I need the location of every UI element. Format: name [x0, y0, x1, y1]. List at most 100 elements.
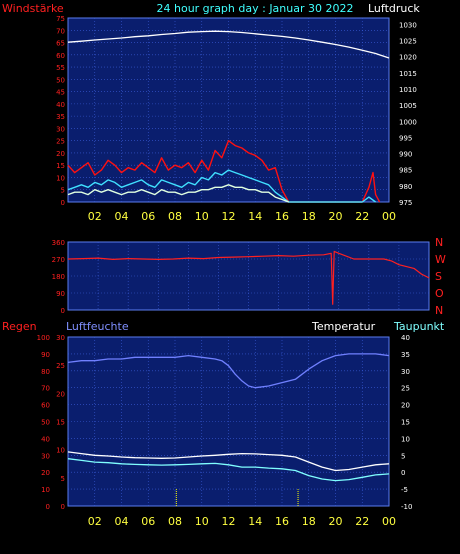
pressure-tick-label: 1000	[399, 118, 417, 126]
wind-speed-tick-label: 25	[56, 138, 65, 146]
direction-degree-tick-label: 270	[52, 256, 65, 264]
wind-speed-tick-label: 15	[56, 162, 65, 170]
rain-tick-label: 90	[41, 351, 50, 359]
time-tick-label: 12	[222, 210, 236, 223]
pressure-tick-label: 990	[399, 151, 412, 159]
rain-tick-label: 20	[41, 469, 50, 477]
direction-degree-tick-labels: 0 90 180 270 360	[52, 239, 65, 315]
direction-degree-tick-label: 180	[52, 273, 65, 281]
temperature-tick-label: 35	[401, 351, 410, 359]
humidity-tick-label: 20	[56, 390, 65, 398]
climate-grid	[68, 337, 389, 506]
wind-speed-tick-label: 65	[56, 40, 65, 48]
pressure-tick-label: 985	[399, 167, 412, 175]
time-tick-label: 02	[88, 515, 102, 528]
wind-speed-tick-label: 35	[56, 113, 65, 121]
rain-tick-label: 70	[41, 385, 50, 393]
wind-speed-tick-label: 55	[56, 64, 65, 72]
wind_avg-line	[67, 184, 289, 203]
temperature-axis-label: Temperatur	[311, 320, 376, 333]
temperature-tick-label: 20	[401, 402, 410, 410]
time-tick-label: 08	[168, 515, 182, 528]
time-tick-label: 06	[141, 210, 155, 223]
time-tick-label: 04	[115, 210, 129, 223]
rain-tick-label: 0	[46, 503, 50, 511]
rain-axis-label: Regen	[2, 320, 37, 333]
wind-speed-tick-label: 5	[61, 187, 65, 195]
temperature-tick-label: -5	[401, 486, 408, 494]
wind-speed-tick-label: 30	[56, 125, 65, 133]
pressure-tick-label: 975	[399, 199, 412, 207]
direction-degree-tick-label: 360	[52, 239, 65, 247]
time-tick-label: 18	[302, 515, 316, 528]
time-tick-label: 16	[275, 210, 289, 223]
pressure-axis-label: Luftdruck	[368, 2, 420, 15]
humidity-line	[67, 353, 390, 389]
compass-tick-label: N	[435, 304, 443, 317]
rain-tick-label: 80	[41, 368, 50, 376]
time-tick-label: 04	[115, 515, 129, 528]
wind-speed-tick-label: 0	[61, 199, 65, 207]
graph-title: 24 hour graph day : Januar 30 2022	[157, 2, 354, 15]
humidity-tick-label: 10	[56, 447, 65, 455]
rain-tick-label: 100	[37, 334, 50, 342]
climate-series	[67, 353, 390, 506]
wind-speed-tick-label: 20	[56, 150, 65, 158]
wind-axis-label: Windstärke	[2, 2, 64, 15]
rain-tick-label: 30	[41, 452, 50, 460]
time-tick-label: 00	[382, 515, 396, 528]
wind_cyan-line	[67, 169, 377, 203]
temperature-tick-label: 40	[401, 334, 410, 342]
direction-degree-tick-label: 90	[56, 290, 65, 298]
wind-pressure-series	[67, 30, 390, 203]
wind-speed-tick-label: 10	[56, 174, 65, 182]
time-tick-label: 22	[355, 515, 369, 528]
humidity-tick-label: 25	[56, 362, 65, 370]
time-tick-label: 08	[168, 210, 182, 223]
humidity-axis-label: Luftfeuchte	[66, 320, 129, 333]
temperature-tick-label: 0	[401, 469, 405, 477]
rain-tick-label: 50	[41, 419, 50, 427]
wind-speed-tick-labels: 0 5 10 15 20 25 30 35 40 45 50 55 60 65 70 75	[56, 15, 65, 207]
wind-speed-tick-label: 60	[56, 52, 65, 60]
wind-speed-tick-label: 70	[56, 27, 65, 35]
compass-tick-label: O	[435, 287, 444, 300]
rain-tick-label: 40	[41, 435, 50, 443]
time-tick-label: 02	[88, 210, 102, 223]
compass-tick-label: W	[435, 253, 446, 266]
pressure-tick-label: 1020	[399, 54, 417, 62]
compass-tick-label: N	[435, 236, 443, 249]
pressure-tick-label: 1030	[399, 21, 417, 29]
pressure-tick-label: 1010	[399, 86, 417, 94]
time-tick-labels: 02 04 06 08 10 12 14 16 18 20 22 00	[88, 210, 396, 223]
humidity-tick-label: 15	[56, 419, 65, 427]
time-tick-label: 10	[195, 515, 209, 528]
time-tick-label: 06	[141, 515, 155, 528]
wind-speed-tick-label: 50	[56, 76, 65, 84]
time-tick-label: 00	[382, 210, 396, 223]
time-tick-labels-bottom: 02 04 06 08 10 12 14 16 18 20 22 00	[88, 515, 396, 528]
rain-tick-label: 60	[41, 402, 50, 410]
temperature-line	[67, 451, 390, 472]
time-tick-label: 12	[222, 515, 236, 528]
wind-pressure-grid	[68, 18, 389, 202]
temperature-tick-label: 25	[401, 385, 410, 393]
humidity-tick-labels: 0 5 10 15 20 25 30	[56, 334, 65, 511]
pressure-tick-label: 1025	[399, 38, 417, 46]
time-tick-label: 14	[248, 515, 262, 528]
pressure-tick-labels: 975 980 985 990 995 1000 1005 1010 1015 1020 1025 1…	[399, 21, 417, 207]
temperature-tick-label: 5	[401, 452, 405, 460]
time-tick-label: 16	[275, 515, 289, 528]
humidity-tick-label: 0	[61, 503, 65, 511]
time-tick-label: 14	[248, 210, 262, 223]
humidity-tick-label: 5	[61, 475, 65, 483]
wind-speed-tick-label: 40	[56, 101, 65, 109]
pressure-tick-label: 980	[399, 183, 412, 191]
temperature-tick-label: -10	[401, 503, 412, 511]
pressure-tick-label: 995	[399, 134, 412, 142]
compass-tick-label: S	[435, 270, 442, 283]
